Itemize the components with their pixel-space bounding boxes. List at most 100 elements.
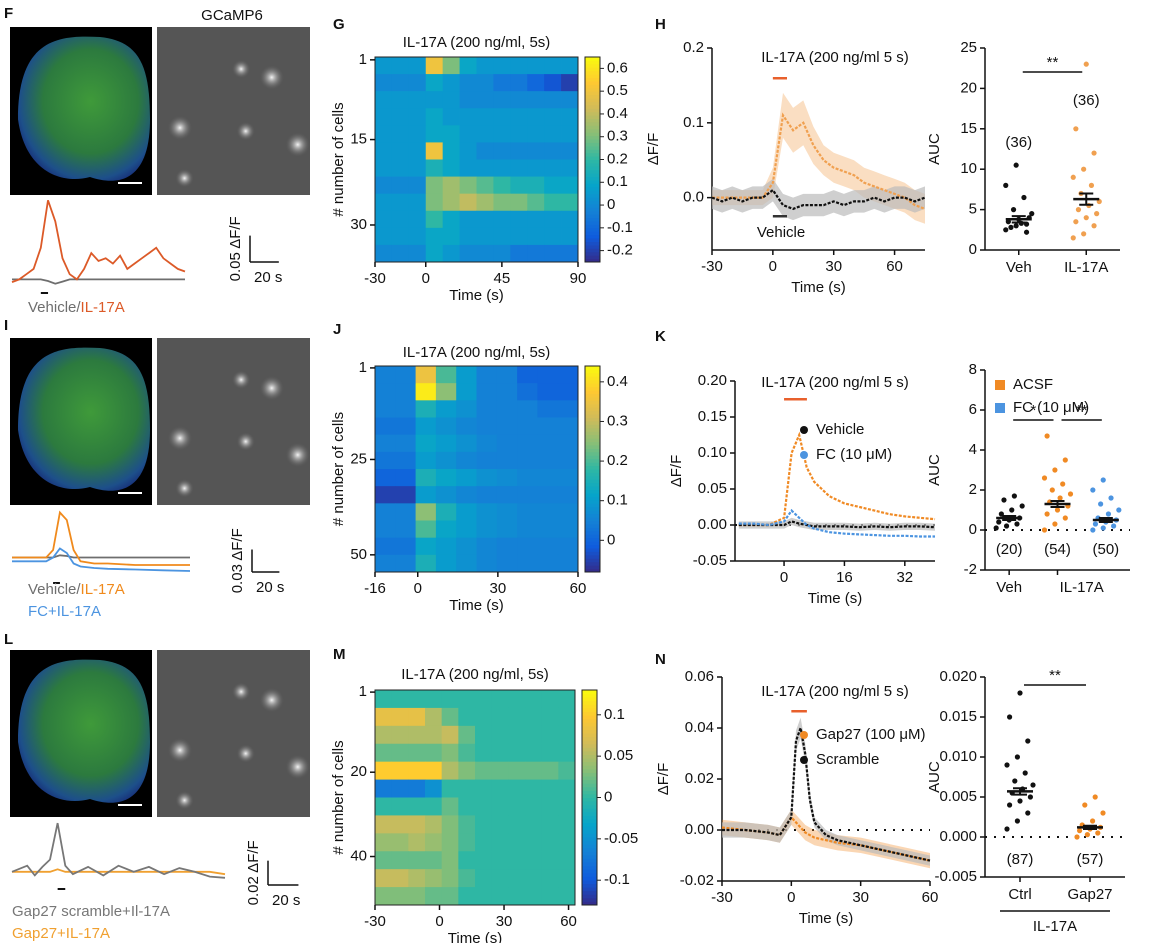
heatmap-cell — [425, 244, 444, 263]
heatmap-cell — [476, 417, 498, 436]
heatmap-cell — [375, 91, 393, 109]
legend-marker — [800, 426, 808, 434]
data-point — [1001, 497, 1007, 503]
colorbar-step — [582, 718, 597, 723]
colorbar-tick-label: 0.1 — [607, 173, 628, 190]
data-point — [1025, 810, 1031, 816]
heatmap-cell — [510, 74, 528, 92]
cell-spot — [259, 65, 284, 90]
colorbar-step — [582, 733, 597, 738]
colorbar-step — [585, 499, 600, 504]
panel-letter: F — [4, 5, 13, 22]
heatmap-cell — [558, 851, 576, 870]
heatmap-cell — [458, 887, 476, 906]
heatmap-cell — [456, 417, 477, 436]
colorbar-step — [582, 872, 597, 877]
colorbar-step — [582, 761, 597, 766]
legend-line: Gap27+IL-17A — [12, 925, 110, 942]
colorbar-step — [585, 203, 600, 208]
heatmap-cell — [557, 469, 579, 487]
heatmap-cell — [517, 486, 538, 504]
colorbar-step — [585, 479, 600, 484]
significance-label: * — [1030, 402, 1036, 419]
colorbar-tick-label: -0.1 — [607, 219, 633, 236]
legend-text: Gap27 scramble+Il-17A — [12, 903, 170, 920]
y-tick-label: 25 — [960, 39, 977, 56]
colorbar-step — [585, 193, 600, 198]
heatmap-cell — [508, 797, 526, 816]
heatmap-cell — [493, 74, 511, 92]
colorbar-step — [585, 214, 600, 219]
heatmap-cell — [375, 210, 393, 229]
heatmap-cell — [561, 159, 579, 177]
y-tick-label: 0.010 — [939, 748, 977, 765]
heatmap-cell — [375, 227, 393, 246]
heatmap-cell — [491, 779, 509, 798]
heatmap-cell — [458, 779, 476, 798]
data-point — [1081, 231, 1087, 237]
heatmap-cell — [510, 91, 528, 109]
y-tick-label: 0 — [969, 241, 977, 258]
heatmap-cell — [508, 707, 526, 727]
heatmap-cell — [459, 125, 477, 143]
y-tick-label: 25 — [350, 450, 367, 467]
colorbar-step — [585, 166, 600, 171]
heatmap-cell — [408, 815, 426, 834]
colorbar-tick-label: -0.2 — [607, 242, 633, 259]
heatmap-cell — [476, 210, 494, 229]
y-tick-label: -0.005 — [934, 868, 977, 885]
plot-frame — [374, 689, 576, 906]
colorbar-step — [585, 186, 600, 191]
y-axis-label: # number of cells — [330, 412, 347, 526]
y-axis-label: ΔF/F — [668, 455, 685, 488]
colorbar-step — [582, 844, 597, 849]
colorbar-step — [582, 707, 597, 712]
heatmap-cell — [557, 383, 579, 401]
colorbar-tick-label: 0.4 — [607, 373, 628, 390]
chart-title: IL-17A (200 ng/ml, 5s) — [403, 344, 551, 361]
sem-bar — [1050, 500, 1065, 508]
colorbar-step — [585, 551, 600, 556]
heatmap-cell — [541, 725, 559, 745]
trace-line — [12, 510, 190, 566]
series-line — [722, 723, 931, 862]
colorbar-step — [585, 135, 600, 140]
heatmap-cell — [458, 725, 476, 745]
data-point — [1092, 794, 1098, 800]
heatmap-cell — [493, 91, 511, 109]
heatmap-cell — [391, 125, 410, 143]
significance-label: ** — [1076, 402, 1088, 419]
cell-spot — [167, 115, 192, 140]
heatmap-cell — [475, 887, 493, 906]
significance-label: ** — [1049, 667, 1061, 684]
heatmap-cell — [415, 469, 437, 487]
colorbar-step — [585, 527, 600, 532]
heatmap-cell — [475, 851, 493, 870]
count-label: (36) — [1073, 92, 1100, 109]
data-point — [1067, 491, 1074, 497]
heatmap-cell — [391, 57, 410, 75]
data-point — [1021, 194, 1027, 201]
legend-line: Vehicle/IL-17A — [28, 581, 125, 598]
colorbar-step — [585, 451, 600, 456]
colorbar-step — [585, 503, 600, 508]
colorbar-step — [582, 793, 597, 798]
colorbar-step — [582, 776, 597, 781]
colorbar-step — [585, 98, 600, 102]
heatmap-cell — [456, 520, 477, 539]
data-point — [1077, 828, 1083, 834]
x-tick-label: IL-17A — [1060, 579, 1104, 596]
y-tick-label: 0.000 — [939, 828, 977, 845]
heatmap-cell — [391, 227, 410, 246]
colorbar-step — [585, 444, 600, 449]
colorbar-step — [585, 369, 600, 374]
y-tick-label: 1 — [359, 683, 367, 700]
data-point — [1060, 481, 1066, 487]
scale-bar-x-label: 20 s — [272, 892, 300, 909]
heatmap-cell — [456, 469, 477, 487]
colorbar-step — [585, 159, 600, 164]
cell-spot — [232, 60, 251, 78]
heatmap-cell — [476, 125, 494, 143]
legend-text: ACSF — [1013, 376, 1053, 393]
sem-bar — [1098, 517, 1113, 523]
